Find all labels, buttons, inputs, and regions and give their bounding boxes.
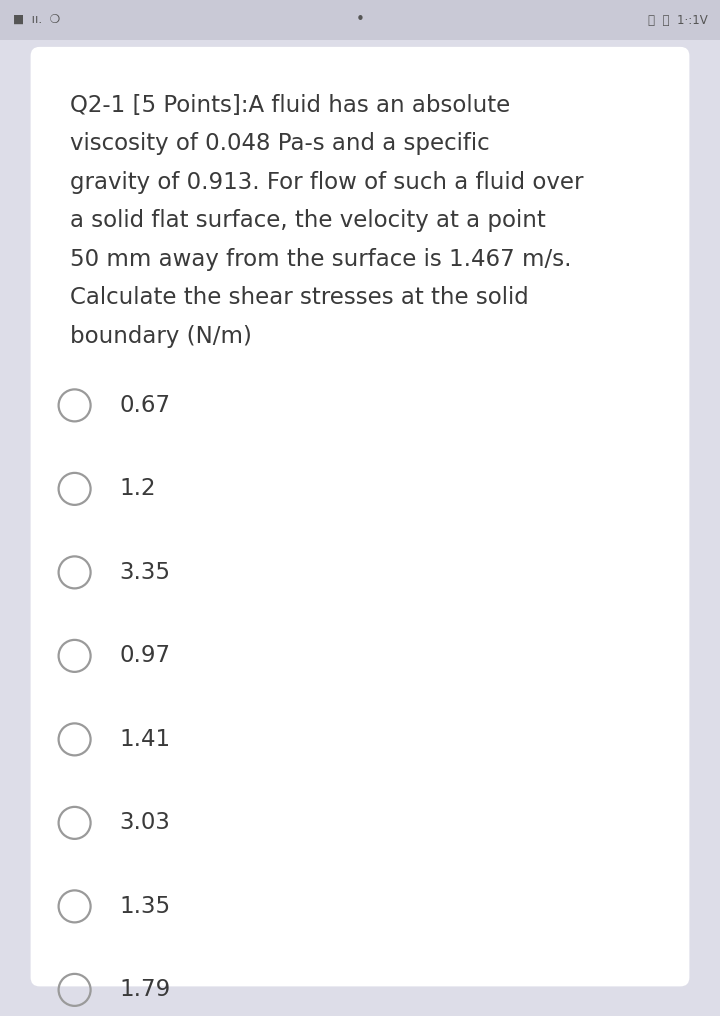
- Text: •: •: [356, 12, 364, 27]
- Text: 1.2: 1.2: [120, 478, 156, 501]
- Text: gravity of 0.913. For flow of such a fluid over: gravity of 0.913. For flow of such a flu…: [70, 171, 583, 194]
- Text: 0.97: 0.97: [120, 644, 171, 668]
- Text: 0.67: 0.67: [120, 394, 171, 417]
- FancyBboxPatch shape: [31, 47, 690, 987]
- Text: Q2-1 [5 Points]:A fluid has an absolute: Q2-1 [5 Points]:A fluid has an absolute: [70, 93, 510, 117]
- Bar: [0, 0, 720, 40]
- Text: a solid flat surface, the velocity at a point: a solid flat surface, the velocity at a …: [70, 209, 545, 233]
- Text: viscosity of 0.048 Pa-s and a specific: viscosity of 0.048 Pa-s and a specific: [70, 132, 489, 155]
- Text: boundary (N/m): boundary (N/m): [70, 325, 251, 347]
- Text: 3.03: 3.03: [120, 812, 171, 834]
- Text: 1.79: 1.79: [120, 978, 171, 1002]
- Text: Calculate the shear stresses at the solid: Calculate the shear stresses at the soli…: [70, 287, 528, 310]
- Text: 3.35: 3.35: [120, 561, 171, 584]
- Text: 1.35: 1.35: [120, 895, 171, 917]
- Text: ■  ıı.  ❍: ■ ıı. ❍: [13, 13, 60, 26]
- Text: 1.41: 1.41: [120, 727, 171, 751]
- Text: 50 mm away from the surface is 1.467 m/s.: 50 mm away from the surface is 1.467 m/s…: [70, 248, 571, 271]
- Text: 🔒  ⬜  1·:1V: 🔒 ⬜ 1·:1V: [648, 13, 708, 26]
